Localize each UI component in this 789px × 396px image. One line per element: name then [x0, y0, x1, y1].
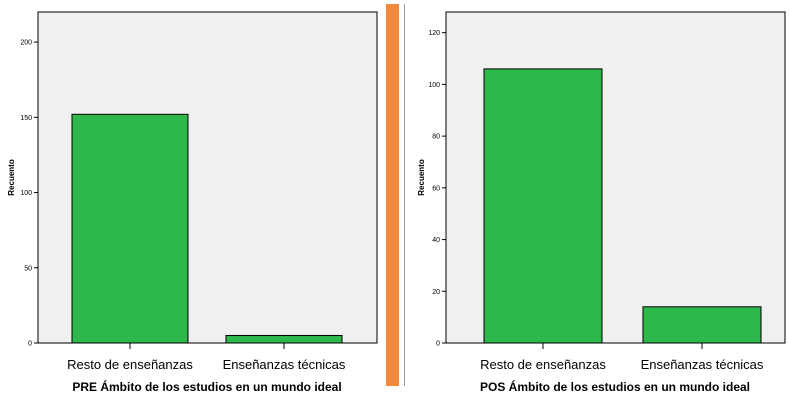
y-tick-label: 200 — [20, 40, 32, 47]
y-tick-label: 50 — [24, 265, 32, 272]
y-tick-label: 100 — [20, 190, 32, 197]
x-tick-label: Enseñanzas técnicas — [641, 357, 764, 372]
x-tick-label: Resto de enseñanzas — [67, 357, 193, 372]
y-tick-label: 120 — [428, 30, 440, 37]
y-tick-label: 150 — [20, 115, 32, 122]
y-axis-title: Recuento — [417, 159, 426, 196]
bar — [225, 334, 343, 344]
divider-accent-bar — [386, 4, 399, 386]
y-tick-label: 40 — [432, 237, 440, 244]
y-tick-label: 60 — [432, 185, 440, 192]
bar — [71, 113, 189, 344]
y-tick-label: 80 — [432, 134, 440, 141]
y-tick-label: 100 — [428, 82, 440, 89]
y-tick-label: 0 — [436, 341, 440, 348]
x-axis-title: POS Ámbito de los estudios en un mundo i… — [480, 379, 750, 394]
bar — [483, 68, 603, 344]
divider-thin-line — [404, 4, 405, 386]
x-tick-label: Resto de enseñanzas — [480, 357, 606, 372]
chart-pos: 0 20 40 60 80 100 120 Resto de enseñanzas Enseña… — [417, 11, 786, 394]
x-axis-title: PRE Ámbito de los estudios en un mundo i… — [72, 379, 341, 394]
divider — [386, 4, 405, 386]
y-axis-title: Recuento — [7, 159, 16, 196]
chart-pre: 0 50 100 150 200 Resto de enseñanzas Enseñanza… — [7, 11, 378, 394]
y-tick-label: 0 — [28, 341, 32, 348]
y-tick-label: 20 — [432, 289, 440, 296]
bar — [642, 306, 762, 344]
x-tick-label: Enseñanzas técnicas — [223, 357, 346, 372]
